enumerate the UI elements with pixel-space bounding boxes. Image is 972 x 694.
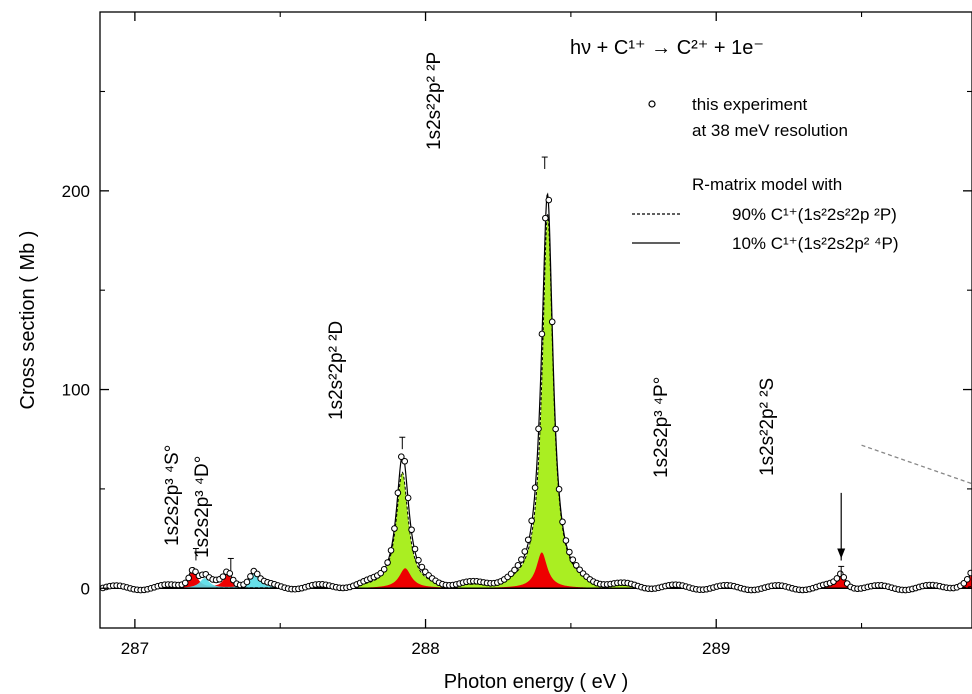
experiment-point	[394, 489, 402, 497]
peak-label-2s: 1s2s²2p² ²S	[757, 378, 778, 476]
experiment-point	[243, 578, 251, 586]
experiment-point	[415, 556, 422, 564]
experiment-point	[963, 576, 971, 583]
y-tick-label: 200	[62, 182, 90, 201]
experiment-point	[569, 556, 577, 564]
experiment-point	[181, 579, 189, 587]
experiment-point	[555, 485, 563, 493]
experiment-point	[247, 573, 254, 580]
experiment-point	[548, 318, 556, 326]
axis-ticks: 2872882892900100200	[62, 12, 972, 658]
series-fill-1	[100, 552, 972, 589]
peak-label-4d: 1s2s2p³ ⁴D°	[192, 456, 213, 558]
x-tick-label: 288	[411, 639, 439, 658]
experiment-point	[552, 425, 559, 433]
experiment-point	[404, 494, 412, 502]
experiment-point	[518, 556, 525, 563]
peak-label-4s: 1s2s2p³ ⁴S°	[162, 445, 183, 546]
experiment-point	[192, 568, 199, 576]
experiment-point	[572, 562, 580, 569]
experiment-points	[99, 156, 972, 594]
experiment-point	[219, 573, 227, 580]
experiment-point	[545, 196, 553, 204]
x-tick-label: 289	[702, 639, 730, 658]
model-fills	[100, 214, 972, 589]
legend-experiment-line2: at 38 meV resolution	[692, 121, 848, 140]
experiment-point	[185, 574, 192, 582]
dashed-arrow-line-2	[861, 444, 972, 485]
experiment-point	[531, 484, 539, 492]
legend-solid-label: 10% C¹⁺(1s²2s2p² ⁴P)	[732, 234, 899, 253]
peak-labels: 1s2s2p³ ⁴S° 1s2s2p³ ⁴D° 1s2s²2p² ²D 1s2s…	[162, 52, 778, 558]
experiment-point	[411, 545, 419, 553]
legend: this experiment at 38 meV resolution R-m…	[632, 95, 899, 253]
series-fill-0	[100, 214, 972, 589]
experiment-point	[542, 214, 549, 222]
experiment-point	[391, 525, 398, 532]
experiment-point	[566, 548, 573, 556]
experiment-point	[408, 526, 415, 534]
experiment-point	[967, 569, 972, 577]
y-axis-label: Cross section ( Mb )	[17, 231, 39, 410]
experiment-point	[418, 563, 426, 571]
x-axis-label: Photon energy ( eV )	[444, 671, 629, 693]
legend-model-heading: R-matrix model with	[692, 175, 842, 194]
peak-label-2p: 1s2s²2p² ²P	[424, 52, 445, 150]
legend-experiment-marker	[648, 100, 656, 108]
peak-label-4p: 1s2s2p³ ⁴P°	[651, 377, 672, 478]
experiment-point	[840, 573, 848, 581]
chart-title: hν + C¹⁺ → C²⁺ + 1e⁻	[570, 37, 764, 59]
plot-frame	[99, 11, 972, 629]
experiment-point	[384, 559, 391, 566]
peak-arrows	[837, 444, 972, 561]
experiment-point	[387, 547, 395, 554]
experiment-point	[514, 562, 522, 569]
arrow-head-0	[837, 548, 846, 559]
legend-dashed-label: 90% C¹⁺(1s²2s²2p ²P)	[732, 205, 897, 224]
experiment-point	[226, 570, 234, 577]
y-tick-label: 0	[81, 579, 90, 598]
experiment-point	[524, 536, 532, 544]
legend-experiment-line1: this experiment	[692, 95, 808, 114]
experiment-point	[559, 518, 566, 526]
experiment-point	[398, 453, 405, 461]
experiment-point	[528, 517, 535, 525]
x-tick-label: 287	[121, 639, 149, 658]
experiment-point	[562, 537, 570, 544]
experiment-point	[538, 330, 546, 338]
peak-label-2d: 1s2s²2p² ²D	[326, 321, 347, 420]
experiment-point	[521, 548, 529, 555]
experiment-point	[511, 566, 518, 574]
y-tick-label: 100	[62, 381, 90, 400]
experiment-point	[253, 570, 261, 578]
experiment-point	[401, 457, 409, 465]
experiment-point	[380, 565, 388, 573]
experiment-point	[833, 575, 841, 582]
experiment-point	[535, 425, 542, 433]
